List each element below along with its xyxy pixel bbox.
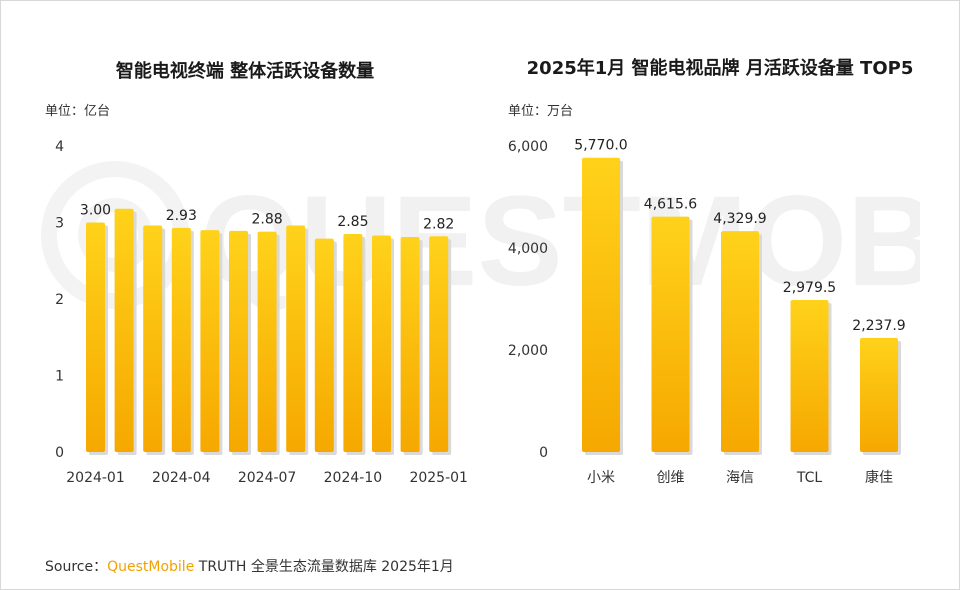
y-tick-label: 3 (55, 216, 64, 232)
y-tick-label: 0 (539, 445, 548, 461)
left-chart-title: 智能电视终端 整体活跃设备数量 (115, 61, 375, 82)
data-label: 2.93 (166, 208, 197, 224)
x-tick-label: TCL (796, 470, 823, 486)
y-tick-label: 1 (55, 369, 64, 385)
bar (429, 236, 449, 452)
data-label: 5,770.0 (574, 138, 627, 154)
x-tick-label: 创维 (657, 470, 685, 486)
x-tick-label: 小米 (587, 470, 615, 486)
bar (143, 225, 163, 452)
bar (372, 235, 391, 452)
source-prefix: Source： (45, 559, 108, 575)
data-label: 2.82 (423, 216, 454, 232)
bar (343, 233, 363, 452)
bar (86, 222, 105, 452)
x-tick-label: 2024-04 (152, 470, 211, 486)
x-tick-label: 2025-01 (409, 470, 468, 486)
y-tick-label: 2 (55, 292, 64, 308)
bar (114, 208, 134, 452)
bar (229, 230, 248, 452)
data-label: 4,615.6 (644, 197, 698, 213)
bar (200, 230, 220, 452)
source-note: Source：QuestMobile TRUTH 全景生态流量数据库 2025年… (45, 556, 454, 576)
bar (400, 237, 420, 452)
bar (651, 216, 690, 452)
data-label: 2,979.5 (783, 280, 836, 296)
bar (286, 225, 306, 452)
bar (257, 231, 277, 452)
x-tick-label: 2024-10 (324, 470, 383, 486)
source-brand: QuestMobile (107, 559, 195, 575)
bar (582, 157, 620, 453)
bar (860, 337, 898, 452)
x-tick-label: 海信 (726, 470, 754, 486)
data-label: 3.00 (80, 203, 111, 219)
data-label: 2,237.9 (852, 318, 905, 334)
y-tick-label: 2,000 (508, 343, 548, 359)
x-tick-label: 康佳 (865, 469, 893, 486)
data-label: 4,329.9 (713, 211, 766, 227)
left-unit-label: 单位：亿台 (45, 104, 111, 119)
y-tick-label: 6,000 (508, 139, 548, 155)
y-tick-label: 4 (55, 139, 64, 155)
right-bar-chart: 0 2,000 4,000 6,000 5,770.0 小米 4,615.6 创维 4,329.… (508, 138, 906, 486)
right-unit-label: 单位：万台 (508, 104, 574, 119)
bar (790, 300, 829, 452)
bar (314, 238, 334, 452)
x-tick-label: 2024-01 (66, 470, 125, 486)
bar (721, 231, 759, 452)
left-bar-chart: 0 1 2 3 4 3.00 2024-01 2.93 2024-04 2.88 2024-07 2.… (55, 139, 468, 486)
source-detail: TRUTH 全景生态流量数据库 2025年1月 (194, 559, 454, 575)
y-tick-label: 4,000 (508, 241, 548, 257)
bar (171, 227, 191, 452)
right-chart-title: 2025年1月 智能电视品牌 月活跃设备量 TOP5 (526, 58, 914, 79)
x-tick-label: 2024-07 (238, 470, 297, 486)
y-tick-label: 0 (55, 445, 64, 461)
data-label: 2.88 (252, 212, 283, 228)
data-label: 2.85 (337, 214, 368, 230)
